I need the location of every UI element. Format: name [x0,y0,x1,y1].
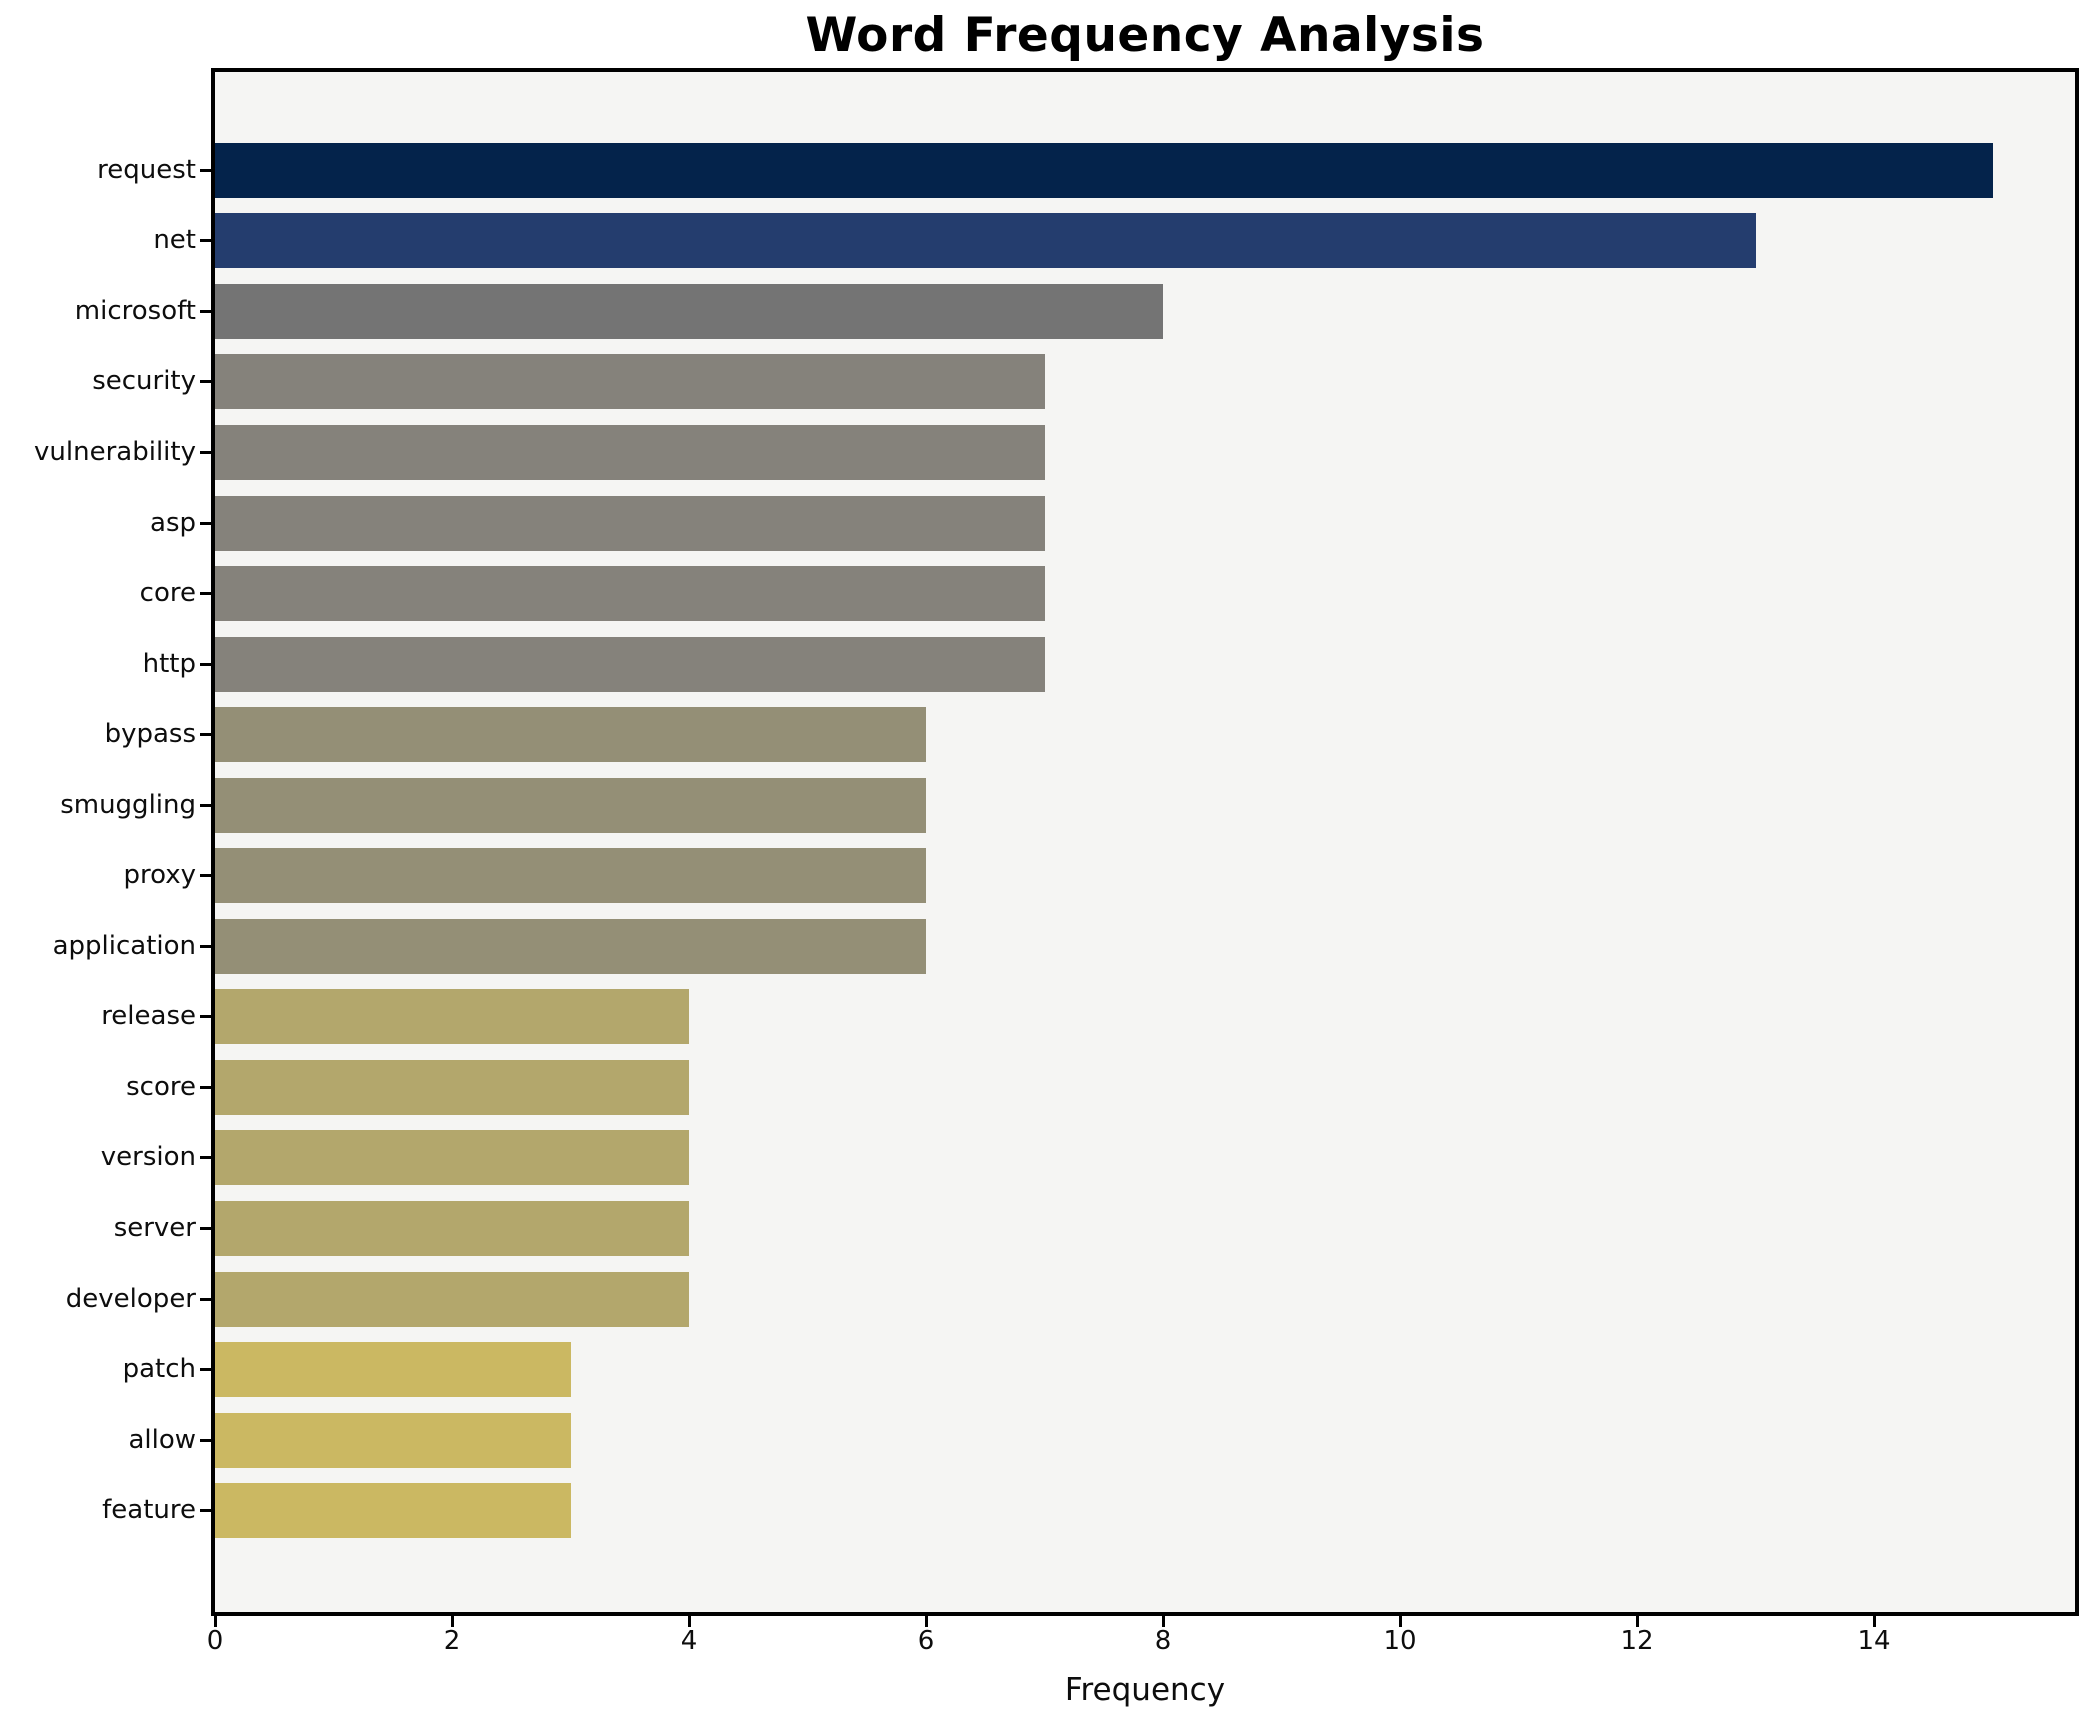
bar-application [215,918,926,974]
y-tick-label-release: release [101,1001,196,1032]
y-tick-mark [200,450,211,454]
y-tick-mark [200,1156,211,1160]
y-tick-label-application: application [52,930,196,961]
y-tick-mark [200,1297,211,1301]
plot-area [215,72,2075,1612]
y-tick-label-version: version [100,1142,196,1173]
x-tick-mark [450,1616,454,1627]
x-axis-label: Frequency [1064,1672,1226,1708]
x-tick-label-10: 10 [1383,1626,1417,1656]
y-tick-label-smuggling: smuggling [60,789,196,820]
bar-bypass [215,707,926,763]
y-tick-label-vulnerability: vulnerability [34,436,196,467]
bar-http [215,636,1045,692]
y-tick-label-patch: patch [122,1354,196,1385]
y-tick-label-http: http [142,648,196,679]
bar-asp [215,495,1045,551]
bar-version [215,1130,689,1186]
x-tick-mark [1872,1616,1876,1627]
bar-server [215,1201,689,1257]
bar-feature [215,1483,571,1539]
x-tick-mark [213,1616,217,1627]
y-tick-mark [200,592,211,596]
y-tick-mark [200,1015,211,1019]
bar-patch [215,1342,571,1398]
y-tick-label-allow: allow [128,1424,196,1455]
y-tick-mark [200,874,211,878]
y-tick-label-feature: feature [102,1495,196,1526]
x-tick-mark [1635,1616,1639,1627]
bar-core [215,566,1045,622]
y-tick-mark [200,1227,211,1231]
y-tick-label-asp: asp [150,507,196,538]
y-tick-mark [200,944,211,948]
x-tick-label-6: 6 [917,1626,935,1656]
chart-title: Word Frequency Analysis [805,8,1485,63]
x-tick-mark [1398,1616,1402,1627]
y-tick-mark [200,1438,211,1442]
bar-developer [215,1271,689,1327]
bar-security [215,354,1045,410]
y-tick-label-bypass: bypass [104,719,196,750]
y-tick-mark [200,803,211,807]
y-tick-mark [200,1368,211,1372]
bar-smuggling [215,777,926,833]
x-tick-label-4: 4 [680,1626,698,1656]
y-tick-mark [200,662,211,666]
y-tick-label-proxy: proxy [123,860,196,891]
y-tick-label-microsoft: microsoft [74,295,196,326]
x-tick-label-2: 2 [443,1626,461,1656]
y-tick-mark [200,380,211,384]
y-tick-label-core: core [139,578,196,609]
bar-net [215,213,1756,269]
bar-proxy [215,848,926,904]
y-tick-label-server: server [113,1213,196,1244]
y-tick-mark [200,1509,211,1513]
x-tick-mark [687,1616,691,1627]
bar-allow [215,1412,571,1468]
y-tick-mark [200,239,211,243]
y-tick-label-developer: developer [65,1283,196,1314]
bar-microsoft [215,283,1163,339]
x-tick-mark [1161,1616,1165,1627]
y-tick-mark [200,309,211,313]
bar-score [215,1059,689,1115]
y-tick-label-security: security [92,366,196,397]
y-tick-label-score: score [126,1071,196,1102]
y-tick-label-request: request [97,154,196,185]
x-tick-label-12: 12 [1620,1626,1654,1656]
x-tick-label-0: 0 [206,1626,224,1656]
y-tick-mark [200,733,211,737]
x-tick-label-8: 8 [1154,1626,1172,1656]
x-tick-mark [924,1616,928,1627]
x-tick-label-14: 14 [1857,1626,1891,1656]
y-tick-mark [200,521,211,525]
y-tick-mark [200,168,211,172]
bar-release [215,989,689,1045]
y-tick-mark [200,1085,211,1089]
bar-vulnerability [215,424,1045,480]
bar-request [215,142,1993,198]
y-tick-label-net: net [153,225,196,256]
